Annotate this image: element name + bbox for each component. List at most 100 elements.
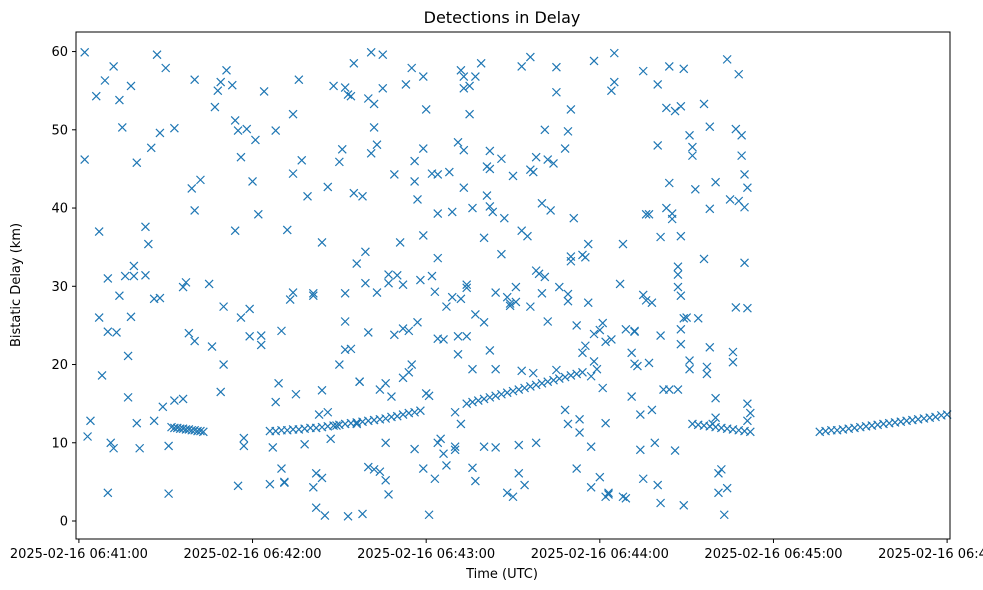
data-point <box>196 175 205 185</box>
data-point <box>589 329 599 339</box>
data-point <box>100 76 110 85</box>
data-point <box>355 377 365 387</box>
data-point <box>346 344 356 354</box>
data-point <box>656 498 666 508</box>
data-point <box>537 198 547 208</box>
data-point <box>332 421 341 430</box>
data-point <box>540 272 550 282</box>
data-point <box>352 259 362 269</box>
data-point <box>204 279 214 289</box>
data-point <box>560 372 570 382</box>
data-point <box>442 461 451 470</box>
data-point <box>363 328 373 337</box>
data-point <box>580 341 590 351</box>
data-point <box>491 364 501 374</box>
data-point <box>233 126 243 136</box>
data-point <box>456 419 466 429</box>
data-point <box>334 157 344 167</box>
data-point <box>514 468 524 478</box>
data-point <box>505 299 515 308</box>
data-point <box>711 413 721 423</box>
data-point <box>343 90 353 100</box>
data-point <box>583 239 593 249</box>
data-point <box>618 492 628 502</box>
data-point <box>227 80 237 90</box>
data-point <box>106 438 116 448</box>
data-point <box>236 152 246 162</box>
data-point <box>398 410 408 420</box>
data-point <box>297 155 307 165</box>
data-point <box>578 348 587 358</box>
data-point <box>595 472 605 482</box>
data-point <box>349 58 359 68</box>
data-point <box>248 177 257 186</box>
x-axis-title: Time (UTC) <box>465 567 538 582</box>
data-point <box>635 410 645 420</box>
data-point <box>673 270 683 279</box>
data-point <box>517 62 527 71</box>
data-point <box>340 317 350 326</box>
data-point <box>410 407 420 417</box>
data-point <box>433 169 443 179</box>
data-point <box>268 443 278 452</box>
data-point <box>661 103 671 113</box>
data-point <box>693 313 703 323</box>
data-point <box>485 164 495 174</box>
data-point <box>627 392 637 402</box>
data-point <box>502 488 512 498</box>
data-point <box>418 72 428 82</box>
data-point <box>123 392 133 402</box>
data-point <box>219 360 229 369</box>
data-point <box>245 304 255 314</box>
data-point <box>103 488 113 498</box>
y-axis: 0 10 20 30 40 50 60 <box>51 45 76 530</box>
data-point <box>462 399 472 409</box>
y-tick-label: 60 <box>51 45 68 60</box>
data-point <box>575 414 584 424</box>
data-point <box>340 288 350 298</box>
data-point <box>129 261 139 271</box>
data-point <box>453 137 463 147</box>
data-point <box>418 231 428 240</box>
data-point <box>282 225 292 235</box>
data-point <box>424 391 434 401</box>
data-point <box>699 254 709 264</box>
data-point <box>638 66 648 76</box>
x-tick-label: 2025-02-16 06:44:00 <box>531 547 669 562</box>
x-tick-label: 2025-02-16 06:45:00 <box>704 547 842 562</box>
data-point <box>146 143 156 153</box>
y-tick-label: 30 <box>51 280 68 295</box>
data-point <box>265 479 275 489</box>
data-point <box>381 378 391 388</box>
data-point <box>931 412 940 422</box>
data-point <box>468 397 477 407</box>
data-point <box>572 320 582 330</box>
data-point <box>447 292 457 302</box>
data-point <box>288 109 298 119</box>
data-point <box>398 324 408 333</box>
data-point <box>103 274 113 283</box>
data-point <box>644 358 654 368</box>
data-point <box>688 142 697 152</box>
data-point <box>470 476 480 486</box>
data-point <box>647 405 657 415</box>
data-point <box>407 63 417 73</box>
data-point <box>337 144 347 154</box>
chart-title: Detections in Delay <box>424 8 581 27</box>
data-point <box>604 489 613 499</box>
data-point <box>80 155 90 164</box>
data-point <box>415 275 425 285</box>
data-point <box>465 81 475 91</box>
data-point <box>384 489 393 499</box>
data-point <box>358 509 367 519</box>
data-point <box>711 177 721 187</box>
data-point <box>456 65 466 75</box>
data-point <box>155 293 165 303</box>
data-point <box>740 202 749 212</box>
data-point <box>685 364 694 374</box>
data-point <box>141 222 150 232</box>
data-point <box>546 205 556 215</box>
data-point <box>413 317 422 327</box>
data-point <box>360 278 370 288</box>
